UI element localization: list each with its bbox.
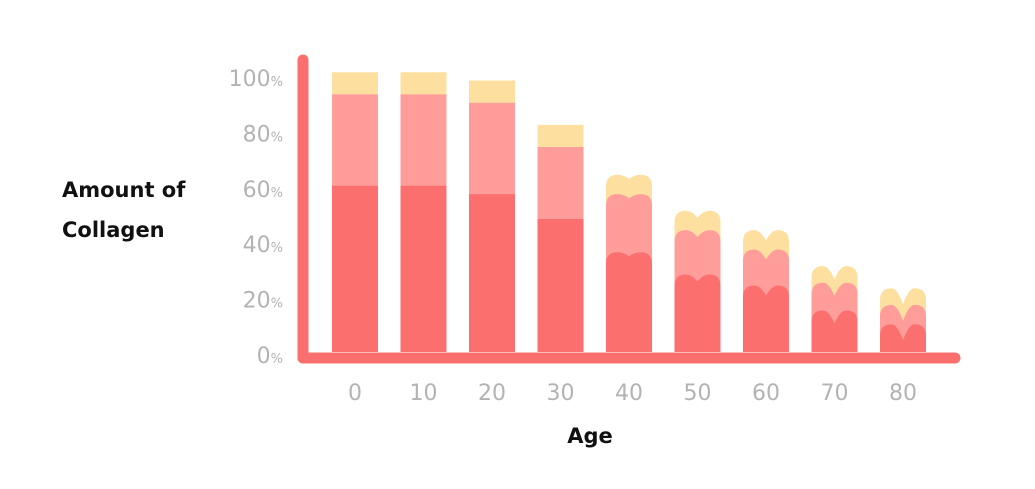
bar-segment-1 <box>332 185 378 352</box>
x-tick-label: 0 <box>348 381 362 406</box>
y-tick-label: 60% <box>243 178 283 203</box>
bar-segment-1 <box>880 324 926 352</box>
bar-segment-1 <box>674 274 721 352</box>
bar-segment-1 <box>469 194 515 352</box>
x-tick-label: 70 <box>821 381 849 406</box>
x-tick-label: 10 <box>410 381 438 406</box>
y-tick-label: 0% <box>257 344 283 369</box>
y-axis-label: Amount of Collagen <box>62 178 186 242</box>
x-tick-label: 80 <box>889 381 917 406</box>
bar-segment-1 <box>743 285 789 352</box>
x-axis-label: Age <box>567 424 613 448</box>
y-tick-label: 100% <box>229 67 283 92</box>
x-tick-label: 20 <box>478 381 506 406</box>
x-tick-label: 40 <box>615 381 643 406</box>
x-tick-label: 30 <box>547 381 575 406</box>
bar-segment-1 <box>400 185 447 352</box>
bar-segment-1 <box>537 219 584 352</box>
bar-segment-1 <box>606 252 652 352</box>
x-tick-label: 60 <box>752 381 780 406</box>
x-tick-label: 50 <box>684 381 712 406</box>
y-tick-label: 40% <box>243 233 283 258</box>
y-tick-label: 80% <box>243 122 283 147</box>
bar-segment-1 <box>811 310 858 352</box>
y-tick-label: 20% <box>243 289 283 314</box>
